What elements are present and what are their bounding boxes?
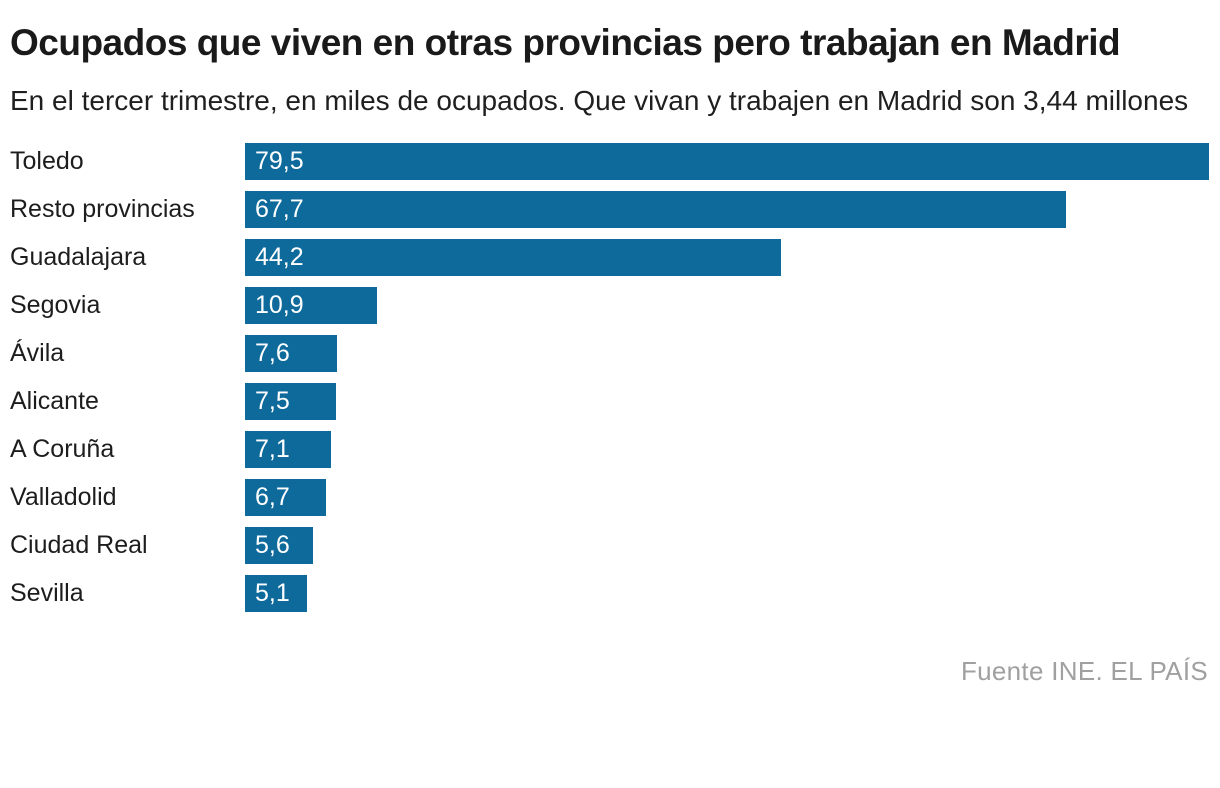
value-label: 79,5 (255, 147, 304, 175)
bar-track: 7,5 (245, 383, 1209, 420)
bar: 44,2 (245, 239, 781, 276)
chart-row: Toledo 79,5 (10, 143, 1209, 180)
chart-title: Ocupados que viven en otras provincias p… (10, 22, 1121, 63)
value-label: 7,1 (255, 435, 290, 463)
chart-row: Sevilla 5,1 (10, 575, 1209, 612)
chart-row: Ávila 7,6 (10, 335, 1209, 372)
bar-track: 79,5 (245, 143, 1209, 180)
bar-track: 6,7 (245, 479, 1209, 516)
bar: 7,1 (245, 431, 332, 468)
bar-track: 5,6 (245, 527, 1209, 564)
chart-footer: Fuente INE. EL PAÍS (10, 656, 1209, 687)
value-label: 7,6 (255, 339, 290, 367)
bar-track: 7,6 (245, 335, 1209, 372)
value-label: 44,2 (255, 243, 304, 271)
chart-row: Segovia 10,9 (10, 287, 1209, 324)
category-label: A Coruña (10, 435, 115, 463)
bar: 6,7 (245, 479, 327, 516)
category-label: Segovia (10, 291, 101, 319)
chart-row: Valladolid 6,7 (10, 479, 1209, 516)
chart-row: Ciudad Real 5,6 (10, 527, 1209, 564)
bar: 7,6 (245, 335, 338, 372)
category-label: Toledo (10, 147, 84, 175)
category-label: Ciudad Real (10, 531, 148, 559)
chart-row: Guadalajara 44,2 (10, 239, 1209, 276)
bar: 5,6 (245, 527, 313, 564)
bar: 10,9 (245, 287, 378, 324)
bar-track: 67,7 (245, 191, 1209, 228)
chart-row: Resto provincias 67,7 (10, 191, 1209, 228)
category-label: Valladolid (10, 483, 117, 511)
category-label: Guadalajara (10, 243, 147, 271)
category-label: Alicante (10, 387, 99, 415)
source-note: Fuente INE. EL PAÍS (960, 656, 1208, 686)
bar: 67,7 (245, 191, 1066, 228)
bar-chart: Toledo 79,5 Resto provincias 67,7 Guadalajar… (10, 143, 1209, 612)
bar-track: 5,1 (245, 575, 1209, 612)
bar: 79,5 (245, 143, 1209, 180)
value-label: 5,6 (255, 531, 290, 559)
value-label: 67,7 (255, 195, 304, 223)
value-label: 6,7 (255, 483, 290, 511)
category-label: Resto provincias (10, 195, 195, 223)
bar-track: 10,9 (245, 287, 1209, 324)
value-label: 5,1 (255, 579, 290, 607)
bar-track: 7,1 (245, 431, 1209, 468)
chart-row: Alicante 7,5 (10, 383, 1209, 420)
value-label: 10,9 (255, 291, 304, 319)
category-label: Sevilla (10, 579, 84, 607)
chart-subtitle: En el tercer trimestre, en miles de ocup… (10, 85, 1189, 116)
chart-row: A Coruña 7,1 (10, 431, 1209, 468)
bar: 5,1 (245, 575, 307, 612)
value-label: 7,5 (255, 387, 290, 415)
category-label: Ávila (10, 339, 65, 367)
bar: 7,5 (245, 383, 336, 420)
bar-track: 44,2 (245, 239, 1209, 276)
